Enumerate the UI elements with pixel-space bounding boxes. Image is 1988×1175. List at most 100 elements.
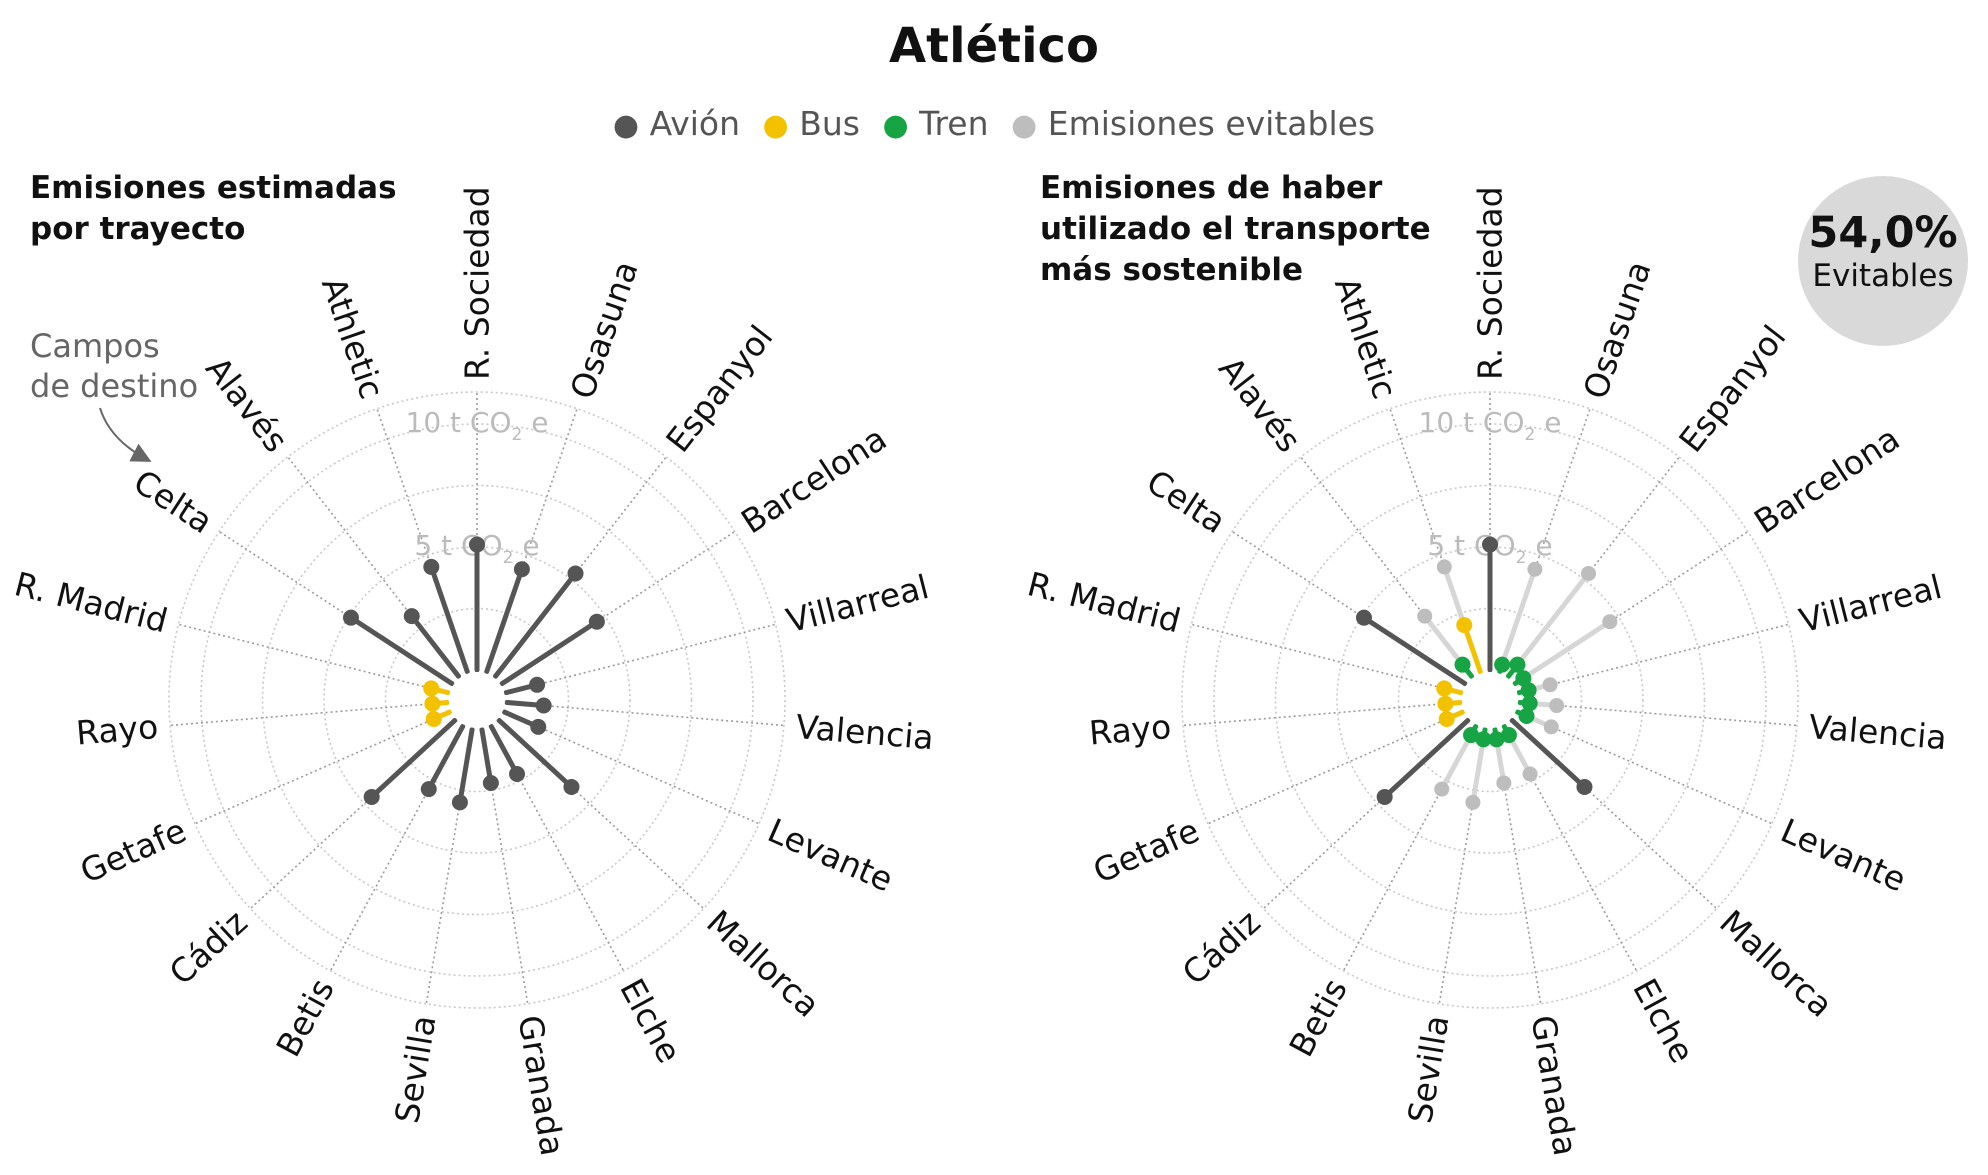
spoke-valencia bbox=[1519, 701, 1798, 727]
team-label-celta: Celta bbox=[1140, 462, 1233, 542]
emission-stem-mallorca bbox=[496, 717, 574, 790]
ring-label: 5 t CO2 e bbox=[1427, 529, 1552, 568]
emission-stem-alaves bbox=[409, 613, 462, 679]
destination-annotation: Campos de destino bbox=[30, 326, 198, 406]
team-label-granada: Granada bbox=[510, 1012, 572, 1158]
spoke-rayo bbox=[169, 701, 448, 727]
avoidable-point-espanyol bbox=[1581, 565, 1597, 581]
legend-label-evitables: Emisiones evitables bbox=[1047, 104, 1376, 143]
emission-point-celta bbox=[342, 609, 359, 626]
emission-stem-espanyol bbox=[492, 570, 579, 679]
team-label-getafe: Getafe bbox=[1087, 811, 1204, 891]
emission-stem-osasuna bbox=[484, 566, 525, 675]
legend-label-tren: Tren bbox=[919, 104, 989, 143]
emission-stem-cadiz bbox=[1382, 717, 1471, 800]
team-label-valencia: Valencia bbox=[1807, 707, 1948, 757]
emission-point-villarreal bbox=[1520, 682, 1537, 699]
ring-gridline bbox=[168, 391, 786, 1009]
spoke-getafe bbox=[194, 711, 450, 825]
emission-point-cadiz bbox=[363, 788, 380, 805]
emission-point-barcelona bbox=[1515, 670, 1532, 687]
spoke-levante bbox=[504, 711, 760, 825]
right-panel-title: Emisiones de haber utilizado el transpor… bbox=[1040, 168, 1480, 291]
emission-stem-betis bbox=[426, 723, 466, 792]
annotation-arrow bbox=[99, 407, 152, 462]
emission-point-r-sociedad bbox=[1482, 536, 1498, 553]
spoke-villarreal bbox=[1518, 623, 1789, 694]
team-label-r-madrid: R. Madrid bbox=[1024, 564, 1185, 640]
team-label-r-sociedad: R. Sociedad bbox=[1471, 186, 1510, 380]
spoke-levante bbox=[1517, 711, 1773, 825]
team-label-barcelona: Barcelona bbox=[1747, 419, 1906, 542]
ring-gridline bbox=[1274, 484, 1706, 916]
emission-point-betis bbox=[1463, 727, 1480, 744]
spoke-r-madrid bbox=[1191, 623, 1462, 694]
team-label-sevilla: Sevilla bbox=[1400, 1012, 1456, 1125]
emission-point-r-madrid bbox=[1436, 680, 1453, 697]
legend-label-avion: Avión bbox=[649, 104, 741, 143]
team-label-rayo: Rayo bbox=[75, 707, 160, 753]
team-label-athletic: Athletic bbox=[314, 272, 392, 403]
emission-point-valencia bbox=[535, 697, 552, 714]
avoidable-point-osasuna bbox=[1527, 561, 1543, 577]
emission-stem-celta bbox=[348, 615, 455, 687]
team-label-alaves: Alavés bbox=[1211, 349, 1309, 459]
team-label-villarreal: Villarreal bbox=[782, 567, 932, 640]
legend-label-bus: Bus bbox=[799, 104, 860, 143]
spoke-valencia bbox=[506, 701, 785, 727]
chart-title: Atlético bbox=[889, 18, 1099, 74]
team-label-betis: Betis bbox=[268, 972, 341, 1063]
team-label-athletic: Athletic bbox=[1327, 272, 1405, 403]
avoidable-point-valencia bbox=[1549, 698, 1565, 714]
emission-point-elche bbox=[1500, 727, 1517, 744]
emission-point-villarreal bbox=[529, 676, 546, 693]
emission-stem-athletic bbox=[1461, 622, 1483, 675]
emission-stem-cadiz bbox=[369, 717, 458, 800]
avoidable-point-elche bbox=[1522, 766, 1538, 782]
emission-point-sevilla bbox=[1475, 731, 1492, 748]
emission-point-valencia bbox=[1521, 695, 1538, 712]
ring-label: 10 t CO2 e bbox=[1419, 406, 1562, 445]
emission-point-barcelona bbox=[588, 613, 605, 630]
spoke-r-madrid bbox=[178, 623, 449, 694]
emission-point-granada bbox=[482, 774, 499, 791]
avoidable-point-granada bbox=[1496, 775, 1512, 791]
team-label-sevilla: Sevilla bbox=[387, 1012, 443, 1125]
left-panel-title-line: por trayecto bbox=[30, 211, 246, 247]
emission-point-levante bbox=[1518, 708, 1535, 725]
team-label-barcelona: Barcelona bbox=[734, 419, 893, 542]
legend-dot-avion: ● bbox=[612, 108, 640, 143]
right-panel-title-line: utilizado el transporte bbox=[1040, 211, 1431, 247]
emission-point-rayo bbox=[424, 695, 441, 712]
right-radial-chart: 5 t CO2 e 10 t CO2 e R. Sociedad Osasuna Esp… bbox=[1024, 186, 1948, 1158]
team-label-rayo: Rayo bbox=[1088, 707, 1173, 753]
team-label-cadiz: Cádiz bbox=[162, 902, 255, 992]
ring-label: 5 t CO2 e bbox=[414, 529, 539, 568]
emission-point-cadiz bbox=[1376, 788, 1393, 805]
emission-point-athletic bbox=[1456, 617, 1473, 634]
spoke-rayo bbox=[1182, 701, 1461, 727]
emission-point-granada bbox=[1488, 731, 1505, 748]
legend-item-evitables: ● Emisiones evitables bbox=[1011, 104, 1375, 143]
spoke-villarreal bbox=[505, 623, 776, 694]
avoidable-badge-value: 54,0% bbox=[1808, 208, 1958, 258]
team-label-elche: Elche bbox=[1625, 972, 1702, 1069]
avoidable-point-levante bbox=[1543, 719, 1559, 735]
avoidable-point-sevilla bbox=[1465, 794, 1481, 810]
avoidable-stem-osasuna bbox=[1497, 566, 1538, 675]
hub bbox=[449, 672, 505, 728]
ring-label: 10 t CO2 e bbox=[406, 406, 549, 445]
avoidable-point-barcelona bbox=[1602, 614, 1618, 630]
team-label-mallorca: Mallorca bbox=[699, 902, 827, 1024]
emission-point-espanyol bbox=[1509, 656, 1526, 673]
left-panel-title: Emisiones estimadas por trayecto bbox=[30, 168, 450, 250]
team-label-r-sociedad: R. Sociedad bbox=[458, 186, 497, 380]
right-panel-title-line: más sostenible bbox=[1040, 252, 1304, 288]
spoke-getafe bbox=[1207, 711, 1463, 825]
emission-point-rayo bbox=[1437, 695, 1454, 712]
emission-point-getafe bbox=[1438, 710, 1455, 727]
emission-stem-athletic bbox=[428, 564, 470, 675]
right-panel-title-line: Emisiones de haber bbox=[1040, 170, 1383, 206]
team-label-espanyol: Espanyol bbox=[658, 318, 780, 460]
